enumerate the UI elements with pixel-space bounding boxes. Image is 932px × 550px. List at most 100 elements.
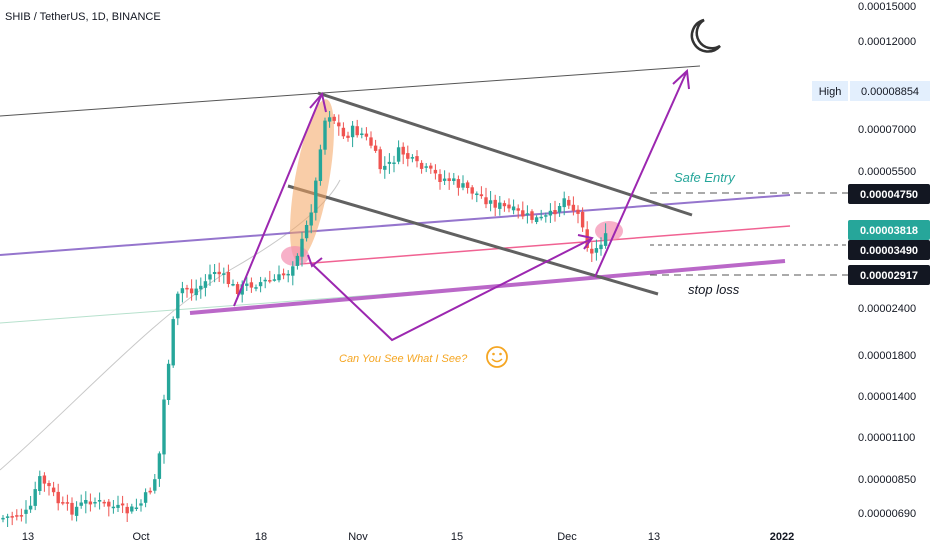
high-value-box — [850, 81, 930, 101]
candle-body — [396, 147, 401, 162]
candle-body — [479, 194, 484, 197]
candle-body — [291, 266, 295, 276]
candle-body — [286, 273, 290, 276]
candle-body — [56, 491, 60, 504]
candle-body — [120, 503, 125, 506]
candle-body — [268, 280, 272, 282]
candle-body — [51, 487, 56, 493]
candle-body — [576, 209, 580, 214]
candle-body — [1, 517, 5, 520]
candle-body — [442, 178, 447, 181]
x-tick: Dec — [557, 531, 577, 543]
purple-arrows — [233, 68, 690, 342]
candle-body — [488, 200, 493, 204]
price-tag-high: High 0.00008854 — [812, 81, 930, 101]
candle-body — [38, 476, 42, 491]
orange-highlight — [290, 99, 334, 261]
candle-body — [157, 453, 162, 479]
candle-body — [258, 282, 263, 287]
candle-body — [304, 225, 309, 239]
candle-body — [199, 285, 203, 290]
channel-upper-line — [317, 91, 693, 217]
price-tag-level: 0.00003490 — [848, 240, 930, 260]
y-tick: 0.00000850 — [858, 474, 916, 486]
tag-box — [848, 240, 930, 260]
candle-body — [240, 284, 244, 295]
candle-body — [139, 503, 143, 506]
candle-body — [222, 273, 226, 275]
candle-body — [507, 204, 511, 209]
candle-body — [590, 248, 594, 254]
y-tick: 0.00015000 — [858, 1, 916, 13]
candle-body — [88, 501, 93, 505]
candle-body — [130, 506, 134, 512]
candle-body — [553, 210, 557, 215]
y-tick: 0.00001400 — [858, 391, 916, 403]
candle-body — [350, 125, 355, 138]
candle-body — [102, 501, 106, 504]
candle-body — [33, 489, 37, 506]
candle-body — [332, 116, 336, 121]
candle-body — [369, 137, 373, 146]
y-tick: 0.00012000 — [858, 36, 916, 48]
candle-body — [189, 288, 194, 294]
candle-body — [456, 179, 461, 188]
candle-body — [410, 157, 415, 159]
candle-body — [562, 198, 566, 208]
candle-body — [548, 210, 553, 216]
candle-body — [107, 501, 111, 507]
high-value: 0.00008854 — [861, 86, 919, 98]
pink-circle-right — [595, 221, 623, 241]
tag-value: 0.00002917 — [860, 270, 918, 282]
x-tick: 18 — [255, 531, 267, 543]
candle-body — [433, 169, 438, 174]
x-tick: 15 — [451, 531, 463, 543]
price-tag-safe-entry: 0.00004750 — [848, 184, 930, 204]
candle-body — [493, 199, 497, 208]
candle-body — [143, 492, 148, 503]
candle-body — [134, 507, 139, 509]
candle-body — [392, 162, 396, 164]
candle-body — [148, 490, 152, 493]
candle-body — [231, 284, 235, 286]
candle-body — [245, 283, 249, 286]
candle-body — [125, 506, 129, 514]
tag-value: 0.00003490 — [860, 245, 918, 257]
candle-body — [327, 117, 332, 122]
candle-body — [511, 206, 516, 211]
candle-body — [79, 502, 83, 506]
x-tick: 2022 — [770, 531, 794, 543]
support-line — [189, 259, 786, 315]
candle-body — [484, 197, 488, 205]
candle-body — [525, 213, 530, 215]
pink-trendline — [299, 225, 791, 265]
candle-body — [415, 156, 419, 162]
candle-body — [176, 293, 180, 319]
candle-body — [539, 216, 543, 219]
candle-body — [42, 475, 47, 484]
candle-body — [516, 208, 520, 211]
y-tick: 0.00002400 — [858, 303, 916, 315]
x-tick: Nov — [348, 531, 368, 543]
candle-body — [309, 212, 313, 226]
tag-box — [848, 184, 930, 204]
candle-body — [498, 202, 502, 209]
safe-entry-label: Safe Entry — [674, 170, 736, 185]
candle-body — [185, 287, 189, 290]
candle-body — [387, 161, 392, 164]
x-axis: 13 Oct 18 Nov 15 Dec 13 2022 — [22, 531, 794, 543]
candle-body — [346, 135, 350, 138]
x-tick: 13 — [648, 531, 660, 543]
candle-body — [424, 166, 428, 168]
candle-body — [111, 506, 116, 509]
candle-body — [217, 271, 221, 275]
candle-body — [429, 165, 433, 169]
candle-body — [323, 120, 327, 150]
candle-body — [166, 363, 171, 400]
candle-body — [534, 217, 539, 222]
candle-body — [272, 279, 277, 281]
candle-body — [580, 211, 585, 228]
candle-body — [5, 516, 10, 518]
candle-body — [194, 288, 198, 296]
